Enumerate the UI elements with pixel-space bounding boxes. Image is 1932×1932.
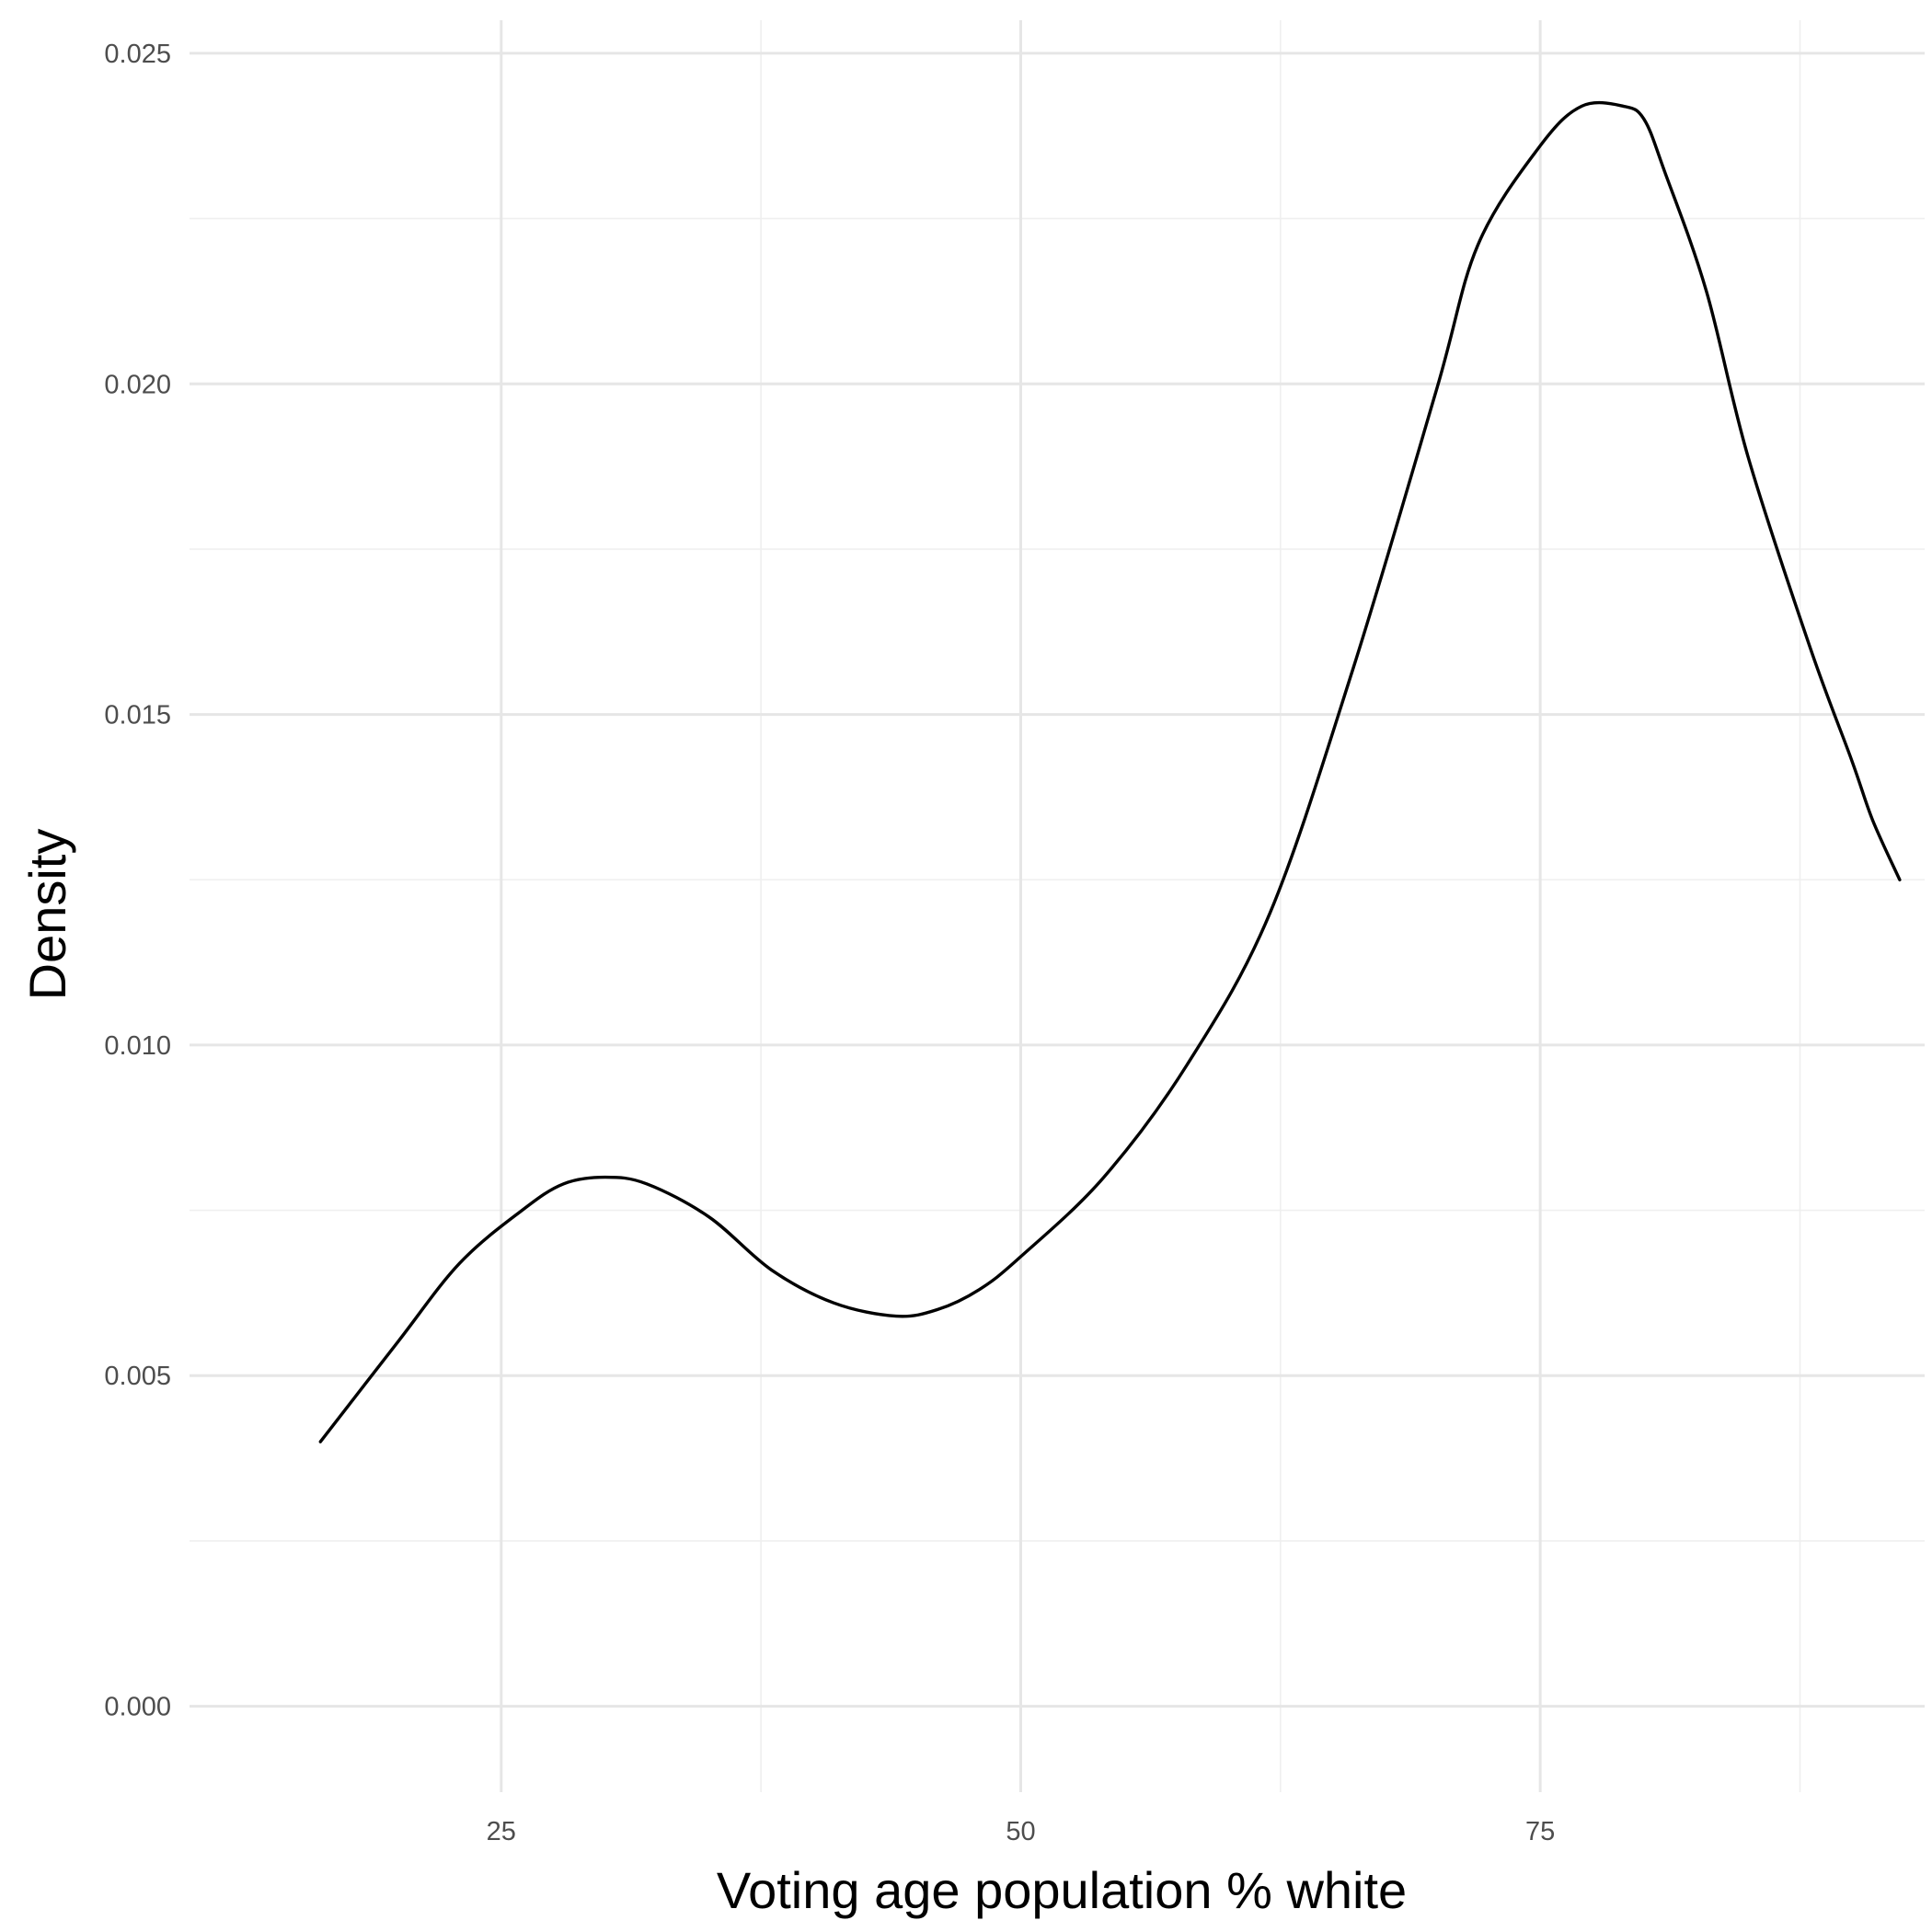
x-tick-label: 50 [1006,1817,1035,1846]
x-axis-title: Voting age population % white [717,1861,1407,1919]
y-tick-label: 0.000 [104,1693,171,1722]
y-axis-title: Density [18,829,76,1001]
y-axis-tick-labels: 0.000 0.005 0.010 0.015 0.020 0.025 [104,40,171,1722]
x-axis-tick-labels: 25 50 75 [487,1817,1556,1846]
density-curve [318,100,1902,1443]
y-tick-label: 0.010 [104,1031,171,1061]
gridlines [190,20,1925,1792]
y-tick-label: 0.025 [104,40,171,69]
y-tick-label: 0.005 [104,1362,171,1391]
x-tick-label: 75 [1525,1817,1555,1846]
density-series [318,100,1902,1443]
x-tick-label: 25 [487,1817,516,1846]
y-tick-label: 0.015 [104,701,171,730]
y-tick-label: 0.020 [104,370,171,399]
